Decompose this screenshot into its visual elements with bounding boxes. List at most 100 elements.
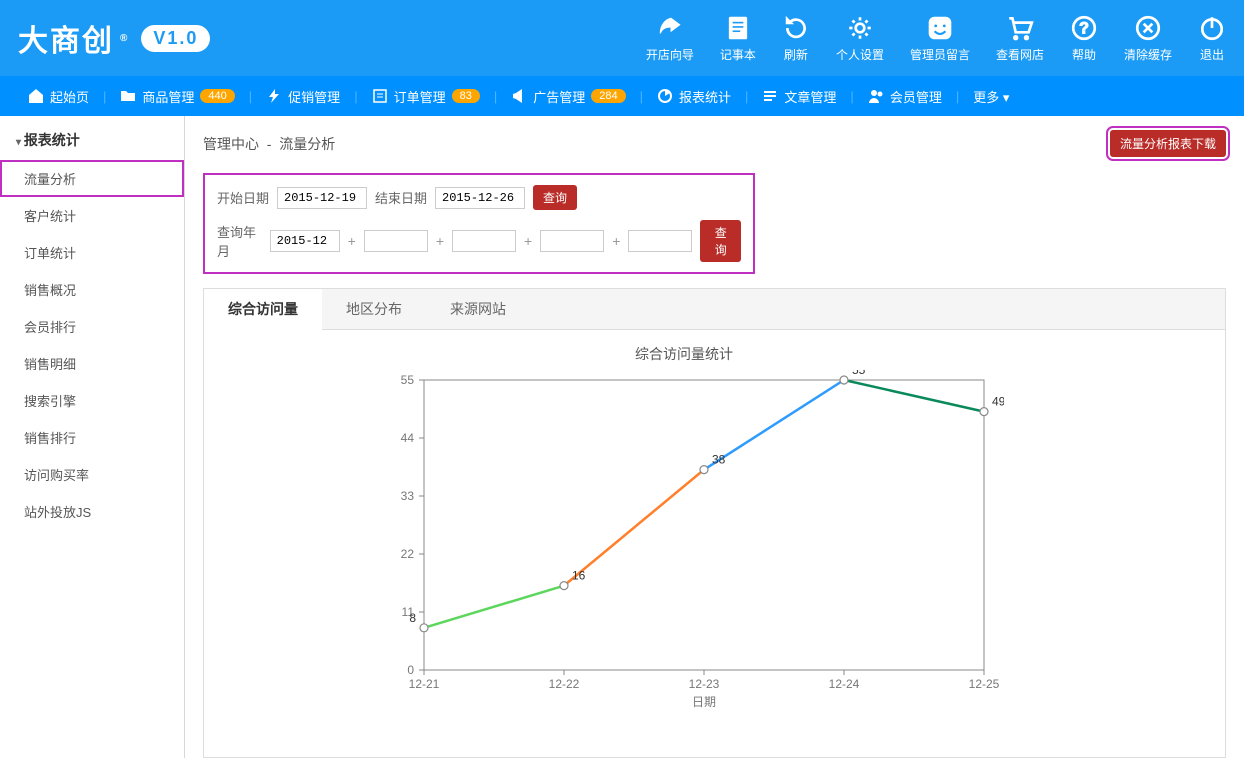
end-date-input[interactable]: [435, 187, 525, 209]
svg-text:12-25: 12-25: [969, 677, 1000, 691]
sidebar-item-7[interactable]: 销售排行: [0, 419, 184, 456]
nav-badge: 284: [591, 89, 625, 103]
breadcrumb-root: 管理中心: [203, 134, 259, 154]
topbar-note[interactable]: 记事本: [720, 14, 756, 63]
sidebar-item-9[interactable]: 站外投放JS: [0, 493, 184, 530]
ym-extra-input-1[interactable]: [364, 230, 428, 252]
topbar-gear[interactable]: 个人设置: [836, 14, 884, 63]
nav-0[interactable]: 起始页: [18, 87, 99, 106]
tab-1[interactable]: 地区分布: [322, 289, 426, 329]
plus-icon: +: [524, 233, 532, 249]
horn-icon: [511, 88, 527, 104]
brand-name: 大商创: [18, 16, 114, 60]
nav-1[interactable]: 商品管理440: [110, 87, 244, 106]
topbar-label: 清除缓存: [1124, 46, 1172, 63]
ym-query-button[interactable]: 查询: [700, 220, 741, 262]
end-date-label: 结束日期: [375, 188, 427, 207]
nav-8[interactable]: 更多 ▾: [963, 87, 1019, 106]
nav-label: 会员管理: [890, 87, 942, 106]
close-circle-icon: [1134, 14, 1162, 42]
year-month-row: 查询年月 + + + + 查询: [217, 220, 741, 262]
topbar-label: 刷新: [784, 46, 808, 63]
nav-4[interactable]: 广告管理284: [501, 87, 635, 106]
nav-7[interactable]: 会员管理: [858, 87, 952, 106]
topbar-power[interactable]: 退出: [1198, 14, 1226, 63]
breadcrumb: 管理中心 - 流量分析 流量分析报表下载: [185, 116, 1244, 167]
svg-text:22: 22: [401, 547, 415, 561]
smile-icon: [926, 14, 954, 42]
note-icon: [724, 14, 752, 42]
svg-text:49: 49: [992, 395, 1004, 409]
folder-icon: [120, 88, 136, 104]
breadcrumb-current: 流量分析: [279, 134, 335, 154]
topbar-refresh[interactable]: 刷新: [782, 14, 810, 63]
help-icon: ?: [1070, 14, 1098, 42]
topbar-label: 帮助: [1072, 46, 1096, 63]
brand-version: V1.0: [141, 25, 210, 52]
topbar-label: 开店向导: [646, 46, 694, 63]
svg-text:?: ?: [1079, 19, 1089, 37]
chart-container: 综合访问量统计 0112233445512-2112-2212-2312-241…: [203, 330, 1226, 758]
nav-label: 更多 ▾: [973, 87, 1009, 106]
sidebar-item-6[interactable]: 搜索引擎: [0, 382, 184, 419]
start-date-input[interactable]: [277, 187, 367, 209]
svg-text:55: 55: [852, 370, 866, 377]
sidebar-item-2[interactable]: 订单统计: [0, 234, 184, 271]
svg-text:55: 55: [401, 373, 415, 387]
sidebar-item-4[interactable]: 会员排行: [0, 308, 184, 345]
topbar-label: 记事本: [720, 46, 756, 63]
nav-6[interactable]: 文章管理: [752, 87, 846, 106]
topbar-cart[interactable]: 查看网店: [996, 14, 1044, 63]
svg-text:44: 44: [401, 431, 415, 445]
sidebar-item-3[interactable]: 销售概况: [0, 271, 184, 308]
ym-extra-input-4[interactable]: [628, 230, 692, 252]
chart-title: 综合访问量统计: [364, 344, 1004, 364]
nav-3[interactable]: 订单管理83: [362, 87, 490, 106]
topbar-arrow-share[interactable]: 开店向导: [646, 14, 694, 63]
svg-text:16: 16: [572, 569, 586, 583]
svg-text:38: 38: [712, 453, 726, 467]
main-nav: 起始页|商品管理440|促销管理|订单管理83|广告管理284|报表统计|文章管…: [0, 76, 1244, 116]
breadcrumb-sep: -: [267, 136, 272, 152]
sidebar-item-8[interactable]: 访问购买率: [0, 456, 184, 493]
topbar-close-circle[interactable]: 清除缓存: [1124, 14, 1172, 63]
tab-0[interactable]: 综合访问量: [204, 289, 322, 330]
nav-badge: 83: [452, 89, 480, 103]
nav-label: 促销管理: [288, 87, 340, 106]
arrow-share-icon: [656, 14, 684, 42]
topbar-label: 个人设置: [836, 46, 884, 63]
pie-icon: [657, 88, 673, 104]
date-range-row: 开始日期 结束日期 查询: [217, 185, 741, 210]
sidebar-item-1[interactable]: 客户统计: [0, 197, 184, 234]
svg-text:8: 8: [409, 611, 416, 625]
nav-label: 商品管理: [142, 87, 194, 106]
nav-label: 起始页: [50, 87, 89, 106]
nav-2[interactable]: 促销管理: [256, 87, 350, 106]
filter-panel: 开始日期 结束日期 查询 查询年月 + + + + 查询: [203, 173, 755, 274]
download-report-button[interactable]: 流量分析报表下载: [1110, 130, 1226, 157]
ym-input[interactable]: [270, 230, 340, 252]
svg-text:日期: 日期: [692, 695, 716, 709]
sidebar-title: 报表统计: [0, 116, 184, 160]
sidebar-item-0[interactable]: 流量分析: [0, 160, 184, 197]
topbar-label: 查看网店: [996, 46, 1044, 63]
plus-icon: +: [612, 233, 620, 249]
svg-text:12-23: 12-23: [689, 677, 720, 691]
topbar-smile[interactable]: 管理员留言: [910, 14, 970, 63]
nav-5[interactable]: 报表统计: [647, 87, 741, 106]
ym-extra-input-2[interactable]: [452, 230, 516, 252]
sidebar-item-5[interactable]: 销售明细: [0, 345, 184, 382]
nav-label: 报表统计: [679, 87, 731, 106]
sidebar-list: 流量分析客户统计订单统计销售概况会员排行销售明细搜索引擎销售排行访问购买率站外投…: [0, 160, 184, 530]
ym-extra-input-3[interactable]: [540, 230, 604, 252]
topbar-help[interactable]: ? 帮助: [1070, 14, 1098, 63]
brand-logo: 大商创® V1.0: [18, 16, 210, 60]
sidebar: 报表统计 流量分析客户统计订单统计销售概况会员排行销售明细搜索引擎销售排行访问购…: [0, 116, 185, 758]
chart-tabs: 综合访问量地区分布来源网站: [203, 288, 1226, 330]
tab-2[interactable]: 来源网站: [426, 289, 530, 329]
topbar-label: 退出: [1200, 46, 1224, 63]
svg-text:12-21: 12-21: [409, 677, 440, 691]
main-content: 管理中心 - 流量分析 流量分析报表下载 开始日期 结束日期 查询 查询年月 +…: [185, 116, 1244, 758]
date-query-button[interactable]: 查询: [533, 185, 577, 210]
topbar-label: 管理员留言: [910, 46, 970, 63]
